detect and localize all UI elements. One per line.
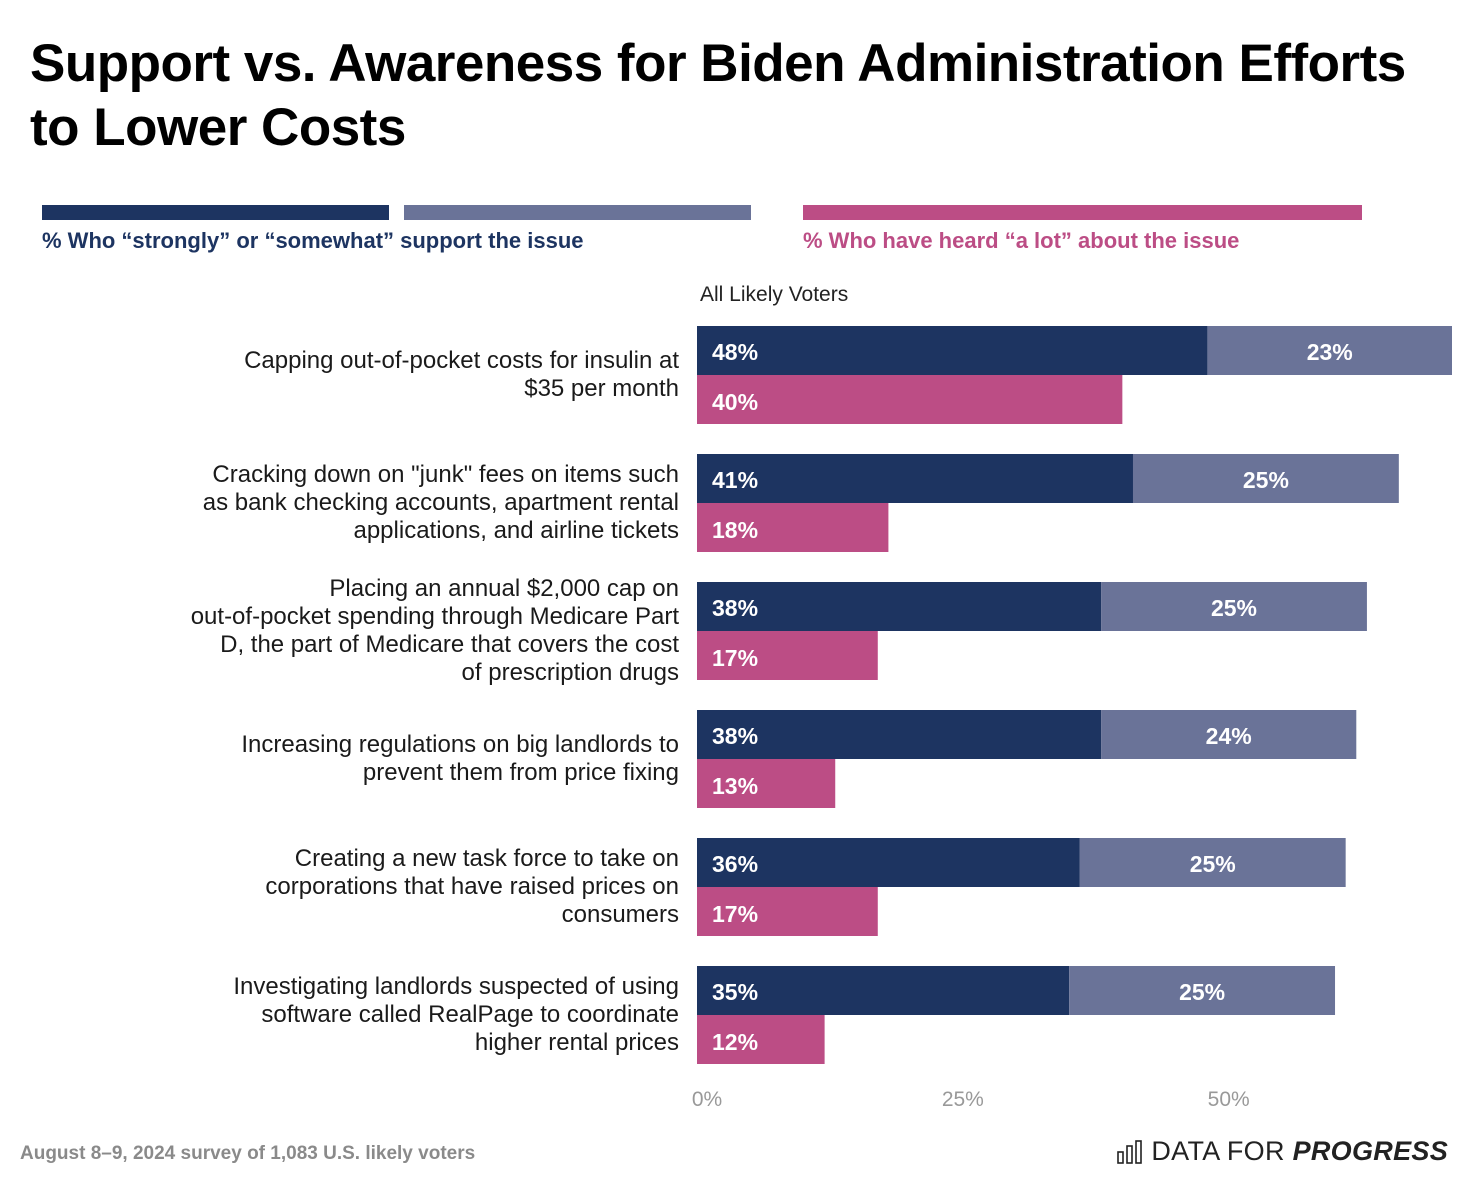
bar-somewhat xyxy=(1132,454,1399,503)
data-label-strongly: 35% xyxy=(712,979,758,1005)
brand-emphasis: PROGRESS xyxy=(1292,1136,1448,1166)
data-label-somewhat: 24% xyxy=(1206,723,1252,749)
x-tick-label: 25% xyxy=(942,1088,984,1111)
data-label-heard: 13% xyxy=(712,773,758,799)
bar-heard xyxy=(697,631,878,680)
category-label: applications, and airline tickets xyxy=(353,517,679,544)
bar-somewhat xyxy=(1207,326,1452,375)
bar-heard xyxy=(697,375,1123,424)
bar-strongly xyxy=(697,582,1102,631)
category-label: Investigating landlords suspected of usi… xyxy=(233,973,679,1000)
bar-strongly xyxy=(697,326,1208,375)
group-label: All Likely Voters xyxy=(700,283,849,306)
category-label: as bank checking accounts, apartment ren… xyxy=(203,489,679,516)
bar-somewhat xyxy=(1101,582,1367,631)
bar-heard xyxy=(697,503,889,552)
data-label-somewhat: 25% xyxy=(1211,595,1257,621)
legend-swatch-heard xyxy=(803,205,1362,220)
legend-swatch-somewhat xyxy=(404,205,751,220)
survey-note: August 8–9, 2024 survey of 1,083 U.S. li… xyxy=(20,1143,476,1164)
category-label: of prescription drugs xyxy=(462,659,679,686)
category-label: Increasing regulations on big landlords … xyxy=(241,731,679,758)
data-label-somewhat: 25% xyxy=(1190,851,1236,877)
bar-heard xyxy=(697,1015,825,1064)
category-label: prevent them from price fixing xyxy=(363,759,679,786)
category-label: consumers xyxy=(562,901,679,928)
data-label-heard: 17% xyxy=(712,645,758,671)
bar-somewhat xyxy=(1101,710,1357,759)
data-label-somewhat: 25% xyxy=(1179,979,1225,1005)
category-label: Placing an annual $2,000 cap on xyxy=(329,575,679,602)
category-label: out-of-pocket spending through Medicare … xyxy=(191,603,680,630)
bar-chart-icon xyxy=(1117,1139,1143,1164)
data-label-strongly: 48% xyxy=(712,339,758,365)
bar-somewhat xyxy=(1079,838,1346,887)
brand-logo: DATA FOR PROGRESS xyxy=(1117,1136,1448,1167)
legend-label-heard: % Who have heard “a lot” about the issue xyxy=(803,228,1240,253)
bar-strongly xyxy=(697,966,1070,1015)
brand-prefix: DATA FOR xyxy=(1151,1136,1285,1166)
bar-strongly xyxy=(697,710,1102,759)
category-label: Capping out-of-pocket costs for insulin … xyxy=(244,347,679,374)
x-tick-label: 0% xyxy=(692,1088,722,1111)
category-label: corporations that have raised prices on xyxy=(265,873,679,900)
data-label-heard: 12% xyxy=(712,1029,758,1055)
legend-swatch-strongly xyxy=(42,205,389,220)
x-tick-label: 50% xyxy=(1208,1088,1250,1111)
bar-heard xyxy=(697,759,836,808)
data-label-somewhat: 23% xyxy=(1307,339,1353,365)
data-label-strongly: 38% xyxy=(712,595,758,621)
data-label-heard: 40% xyxy=(712,389,758,415)
data-label-heard: 17% xyxy=(712,901,758,927)
data-label-heard: 18% xyxy=(712,517,758,543)
data-label-strongly: 36% xyxy=(712,851,758,877)
chart-title: Support vs. Awareness for Biden Administ… xyxy=(30,34,1406,157)
data-label-strongly: 41% xyxy=(712,467,758,493)
category-label: software called RealPage to coordinate xyxy=(261,1001,679,1028)
category-label: Creating a new task force to take on xyxy=(295,845,679,872)
bar-chart: 48% 23% 40% Capping out-of-pocket costs for… xyxy=(191,326,1452,1111)
category-label: D, the part of Medicare that covers the … xyxy=(220,631,679,658)
bar-heard xyxy=(697,887,878,936)
data-label-somewhat: 25% xyxy=(1243,467,1289,493)
category-label: $35 per month xyxy=(524,375,679,402)
bar-somewhat xyxy=(1069,966,1336,1015)
bar-strongly xyxy=(697,838,1080,887)
category-label: Cracking down on "junk" fees on items su… xyxy=(212,461,679,488)
category-label: higher rental prices xyxy=(475,1029,679,1056)
bar-strongly xyxy=(697,454,1133,503)
legend-label-support: % Who “strongly” or “somewhat” support t… xyxy=(42,228,584,253)
data-label-strongly: 38% xyxy=(712,723,758,749)
